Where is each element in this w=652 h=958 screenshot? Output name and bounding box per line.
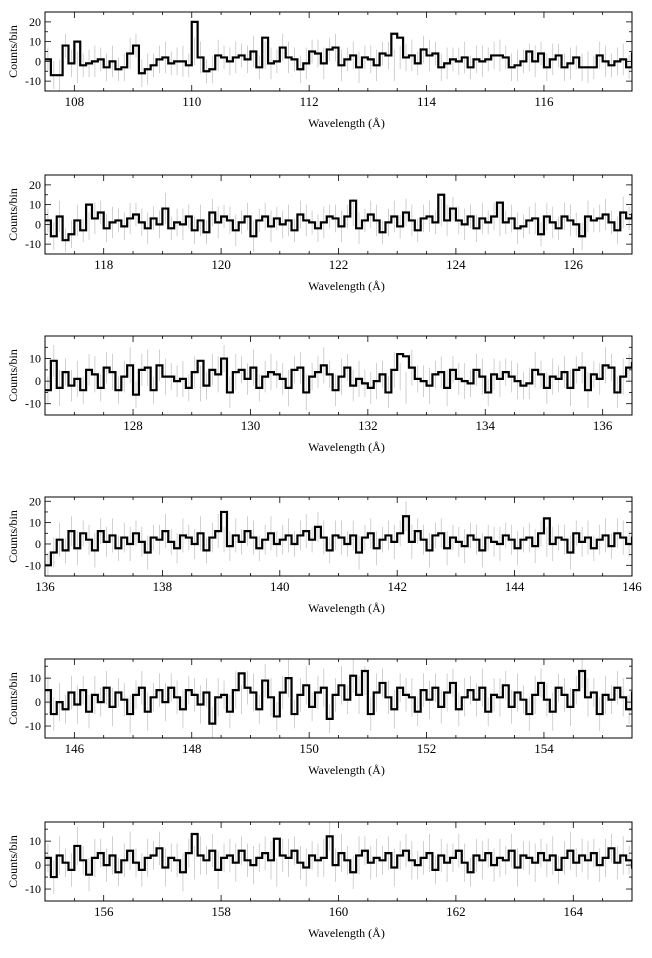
y-tick-label: 10 <box>29 834 41 848</box>
x-tick-label: 152 <box>417 741 437 756</box>
y-tick-label: -10 <box>25 719 41 733</box>
y-tick-label: 10 <box>29 671 41 685</box>
x-tick-label: 136 <box>35 579 55 594</box>
y-tick-label: 0 <box>35 537 41 551</box>
x-tick-label: 124 <box>446 257 466 272</box>
x-tick-label: 164 <box>564 904 584 919</box>
y-axis-label: Counts/bin <box>6 188 20 241</box>
x-tick-label: 132 <box>358 418 378 433</box>
histogram-line <box>45 832 632 879</box>
y-tick-label: -10 <box>25 74 41 88</box>
spectrum-panel-4: 136 138 140 142 144 146 -10 0 10 20 Wavelength (Å)… <box>6 494 642 615</box>
y-tick-label: 10 <box>29 516 41 530</box>
x-axis-label: Wavelength (Å) <box>308 926 385 940</box>
histogram-line <box>45 352 632 396</box>
histogram-line <box>45 20 632 77</box>
data-layer <box>45 345 632 411</box>
x-tick-label: 140 <box>270 579 290 594</box>
x-tick-label: 148 <box>182 741 202 756</box>
x-tick-label: 160 <box>329 904 349 919</box>
x-tick-label: 162 <box>446 904 466 919</box>
x-tick-label: 110 <box>182 94 201 109</box>
histogram-line <box>45 510 632 567</box>
x-axis-label: Wavelength (Å) <box>308 763 385 777</box>
y-tick-label: -10 <box>25 237 41 251</box>
x-tick-label: 114 <box>417 94 437 109</box>
x-tick-label: 150 <box>299 741 319 756</box>
x-axis-label: Wavelength (Å) <box>308 440 385 454</box>
y-axis-label: Counts/bin <box>6 349 20 402</box>
y-tick-label: -10 <box>25 882 41 896</box>
y-tick-label: 0 <box>35 374 41 388</box>
x-tick-label: 142 <box>387 579 407 594</box>
data-layer <box>45 20 632 91</box>
data-layer <box>45 659 632 738</box>
x-tick-label: 126 <box>564 257 584 272</box>
spectrum-panel-3: 128 130 132 134 136 -10 0 10 Wavelength (Å) Count… <box>6 335 633 454</box>
x-tick-label: 154 <box>534 741 554 756</box>
x-tick-label: 112 <box>300 94 319 109</box>
spectrum-panel-1: 108 110 112 114 116 -10 0 10 20 Wavelength (Å) Cou… <box>6 11 633 130</box>
x-axis-label: Wavelength (Å) <box>308 601 385 615</box>
x-tick-label: 116 <box>534 94 554 109</box>
x-tick-label: 118 <box>94 257 113 272</box>
histogram-line <box>45 193 632 242</box>
y-axis-label: Counts/bin <box>6 835 20 888</box>
x-tick-label: 144 <box>505 579 525 594</box>
spectrum-panel-2: 118 120 122 124 126 -10 0 10 20 Wavelength (Å) Cou… <box>6 174 633 293</box>
spectrum-panel-6: 156 158 160 162 164 -10 0 10 Wavelength (Å) Count… <box>6 821 633 940</box>
y-tick-label: 10 <box>29 35 41 49</box>
x-tick-label: 138 <box>153 579 173 594</box>
x-tick-label: 158 <box>211 904 231 919</box>
y-tick-label: 20 <box>29 494 41 508</box>
y-axis-label: Counts/bin <box>6 25 20 78</box>
x-tick-label: 120 <box>211 257 231 272</box>
y-tick-label: 20 <box>29 15 41 29</box>
data-layer <box>45 822 632 894</box>
x-tick-label: 130 <box>241 418 261 433</box>
y-tick-label: 0 <box>35 695 41 709</box>
histogram-line <box>45 669 632 725</box>
y-tick-label: 10 <box>29 198 41 212</box>
x-tick-label: 128 <box>123 418 143 433</box>
y-tick-label: -10 <box>25 397 41 411</box>
x-axis-label: Wavelength (Å) <box>308 116 385 130</box>
y-tick-label: 0 <box>35 54 41 68</box>
x-axis-label: Wavelength (Å) <box>308 279 385 293</box>
x-tick-label: 122 <box>329 257 349 272</box>
x-tick-label: 156 <box>94 904 114 919</box>
y-tick-label: 10 <box>29 352 41 366</box>
y-tick-label: 0 <box>35 217 41 231</box>
x-tick-label: 146 <box>65 741 85 756</box>
data-layer <box>45 501 632 576</box>
x-tick-label: 108 <box>65 94 85 109</box>
y-axis-label: Counts/bin <box>6 510 20 563</box>
x-tick-label: 146 <box>622 579 642 594</box>
x-tick-label: 134 <box>476 418 496 433</box>
y-axis-label: Counts/bin <box>6 672 20 725</box>
data-layer <box>45 192 632 253</box>
y-tick-label: 20 <box>29 178 41 192</box>
y-tick-label: 0 <box>35 858 41 872</box>
x-tick-label: 136 <box>593 418 613 433</box>
spectrum-panel-5: 146 148 150 152 154 -10 0 10 Wavelength (Å) Count… <box>6 658 633 777</box>
y-tick-label: -10 <box>25 558 41 572</box>
